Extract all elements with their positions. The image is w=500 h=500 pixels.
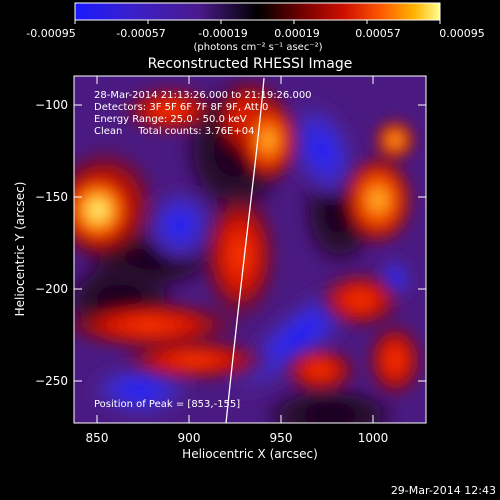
info-energy-range: Energy Range: 25.0 - 50.0 keV <box>94 114 247 125</box>
colorbar: -0.00095 -0.00057 -0.00019 0.00019 0.000… <box>26 2 485 53</box>
y-axis-tick-labels: −100 −150 −200 −250 <box>35 98 68 388</box>
solar-limb-curve <box>225 77 265 423</box>
plot-frame <box>73 75 427 424</box>
colorbar-tick-label: -0.00057 <box>116 27 165 40</box>
y-axis-label: Heliocentric Y (arcsec) <box>13 182 27 317</box>
info-total-counts: Clean Total counts: 3.76E+04 <box>94 126 254 137</box>
x-axis-ticks <box>96 76 374 423</box>
x-tick-label: 850 <box>86 431 109 445</box>
y-tick-label: −250 <box>35 374 68 388</box>
colorbar-tick-label: -0.00019 <box>198 27 247 40</box>
colorbar-tick-label: 0.00057 <box>355 27 401 40</box>
colorbar-tick-label: 0.00019 <box>274 27 320 40</box>
plot-title: Reconstructed RHESSI Image <box>148 56 353 72</box>
y-tick-label: −150 <box>35 190 68 204</box>
reconstructed-image <box>74 76 426 423</box>
info-detectors: Detectors: 3F 5F 6F 7F 8F 9F, Att 0 <box>94 102 268 113</box>
y-axis-ticks <box>74 104 426 382</box>
plot-timestamp: 29-Mar-2014 12:43 <box>391 484 496 497</box>
info-time-range: 28-Mar-2014 21:13:26.000 to 21:19:26.000 <box>94 90 312 101</box>
x-axis-tick-labels: 850 900 950 1000 <box>86 431 389 445</box>
x-tick-label: 900 <box>178 431 201 445</box>
y-tick-label: −100 <box>35 98 68 112</box>
info-panel: 28-Mar-2014 21:13:26.000 to 21:19:26.000… <box>94 90 312 410</box>
colorbar-tick-labels: -0.00095 -0.00057 -0.00019 0.00019 0.000… <box>26 27 484 40</box>
x-tick-label: 950 <box>270 431 293 445</box>
colorbar-units-label: (photons cm⁻² s⁻¹ asec⁻²) <box>193 42 322 53</box>
colorbar-tick-label: -0.00095 <box>26 27 75 40</box>
colorbar-tick-label: 0.00095 <box>439 27 485 40</box>
y-tick-label: −200 <box>35 282 68 296</box>
colorbar-gradient <box>74 2 441 21</box>
x-tick-label: 1000 <box>358 431 389 445</box>
colorbar-ticks <box>74 20 441 24</box>
x-axis-label: Heliocentric X (arcsec) <box>182 447 318 461</box>
info-peak-position: Position of Peak = [853,-155] <box>94 399 240 410</box>
